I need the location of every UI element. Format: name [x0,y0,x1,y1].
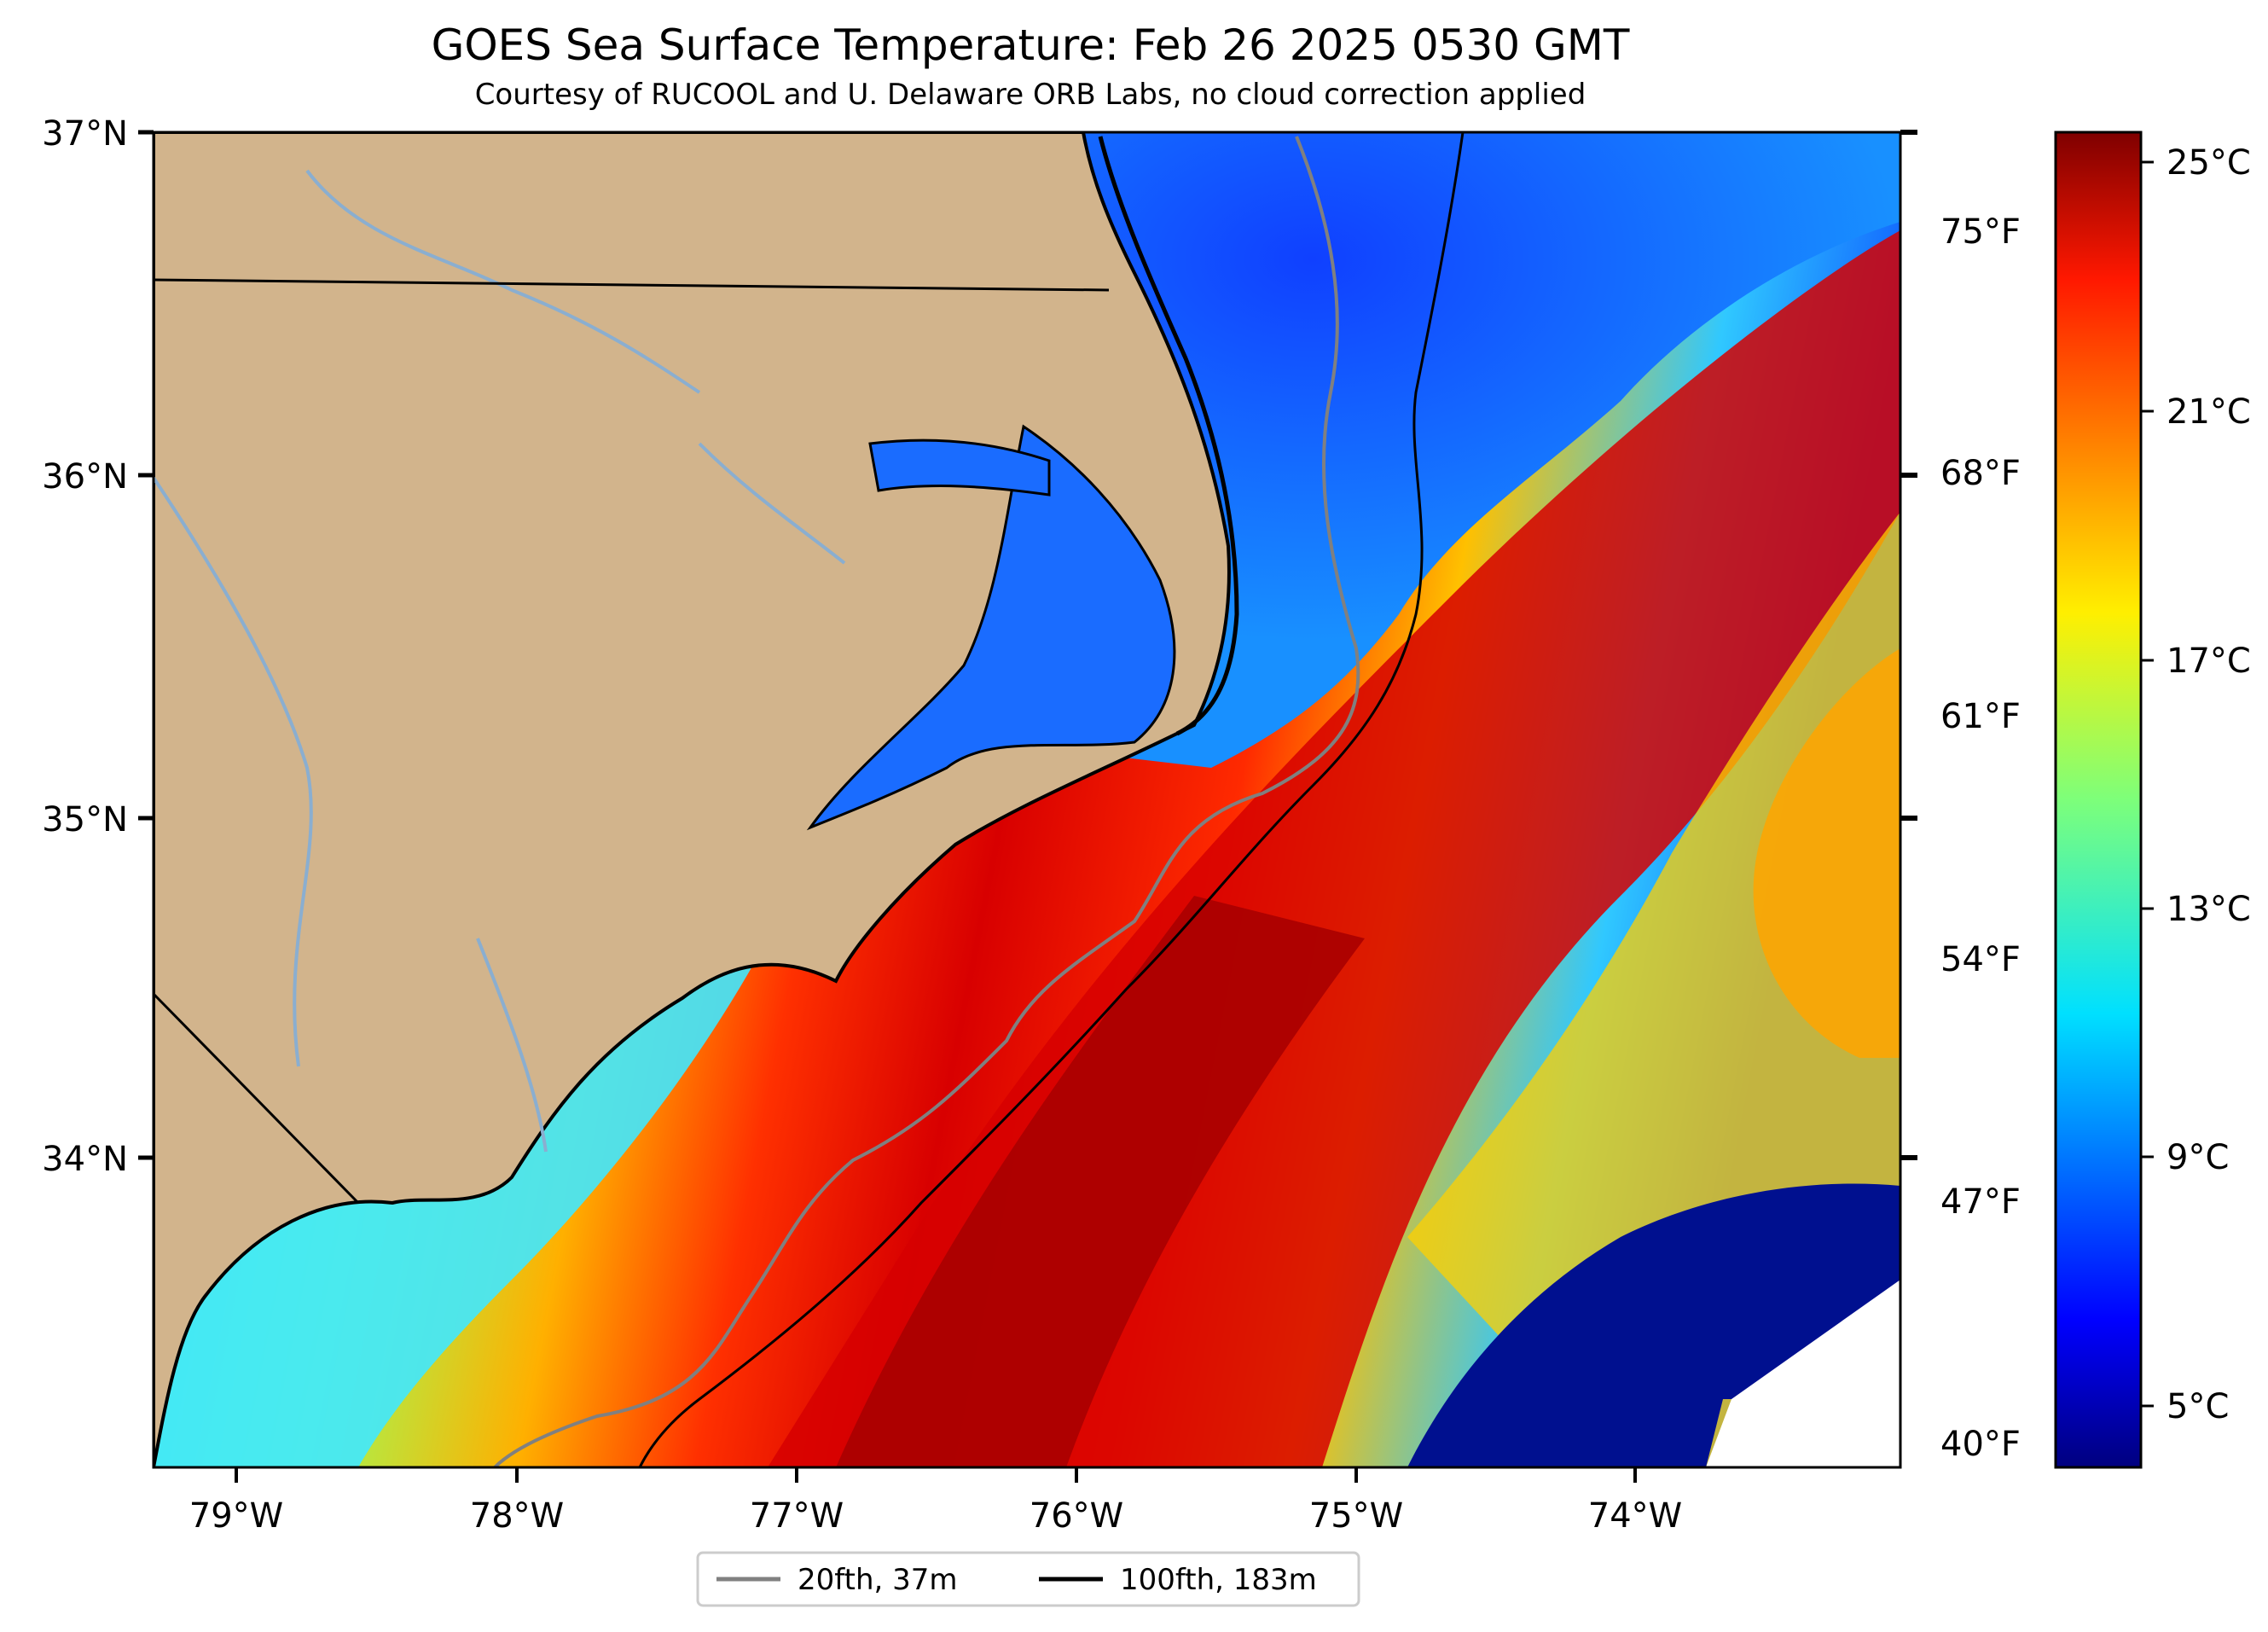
lon-tick-label: 78°W [470,1496,564,1536]
no-data-se [1706,1280,1900,1467]
fahrenheit-tick-label: 54°F [1940,940,2021,979]
map-frame [152,131,1902,1469]
colorbar-tick-label: 5°C [2166,1387,2229,1426]
colorbar-tick-label: 13°C [2166,890,2251,929]
colorbar-tick-label: 25°C [2166,143,2251,183]
fahrenheit-tick-label: 40°F [1940,1425,2021,1464]
colorbar: 25°C 21°C 17°C 13°C 9°C 5°C [2054,131,2251,1469]
river-2 [154,476,313,1067]
pamlico-sound [806,424,1176,831]
colorbar-tick-label: 17°C [2166,642,2251,681]
lon-tick-label: 74°W [1588,1496,1682,1536]
gulf-stream-dark-core [836,896,1365,1467]
lat-tick-label: 37°N [42,114,128,154]
isobath-100fth [638,132,1465,1467]
lon-tick-label: 76°W [1030,1496,1123,1536]
offshore-orange-eddy [1753,648,1900,1058]
figure-subtitle: Courtesy of RUCOOL and U. Delaware ORB L… [475,78,1586,112]
fahrenheit-tick-label: 75°F [1940,212,2021,252]
lon-tick-label: 77°W [750,1496,844,1536]
lon-axis: 79°W 78°W 77°W 76°W 75°W 74°W [189,1467,1682,1536]
river-3 [698,442,846,565]
lat-axis-right [1900,130,1917,1160]
colorbar-tick-label: 21°C [2166,392,2251,432]
isobath-20fth [493,136,1360,1467]
lon-tick-label: 75°W [1309,1496,1403,1536]
outer-banks [1098,136,1239,736]
fahrenheit-axis: 75°F 68°F 61°F 54°F 47°F 40°F [1940,212,2021,1464]
albemarle-sound [868,438,1051,497]
colorbar-tick-label: 9°C [2166,1138,2229,1177]
fahrenheit-tick-label: 47°F [1940,1182,2021,1222]
nc-sc-border [154,992,360,1205]
lat-tick-label: 36°N [42,457,128,497]
figure-title: GOES Sea Surface Temperature: Feb 26 202… [432,20,1630,70]
lat-tick-label: 35°N [42,800,128,839]
lon-tick-label: 79°W [189,1496,283,1536]
nearshore-cool-water [154,938,768,1467]
legend: 20fth, 37m 100fth, 183m [696,1551,1360,1607]
legend-label-100fth: 100fth, 183m [1120,1563,1317,1597]
colorbar-gradient [2054,131,2143,1469]
legend-label-20fth: 20fth, 37m [798,1563,958,1597]
map-panel [154,132,1900,1467]
lat-axis: 37°N 36°N 35°N 34°N [42,114,154,1179]
va-nc-border [154,278,1110,292]
fahrenheit-tick-label: 68°F [1940,454,2021,493]
lat-tick-label: 34°N [42,1140,128,1179]
legend-box [696,1551,1360,1607]
river-1 [305,169,701,394]
river-4 [476,938,548,1153]
fahrenheit-tick-label: 61°F [1940,697,2021,736]
